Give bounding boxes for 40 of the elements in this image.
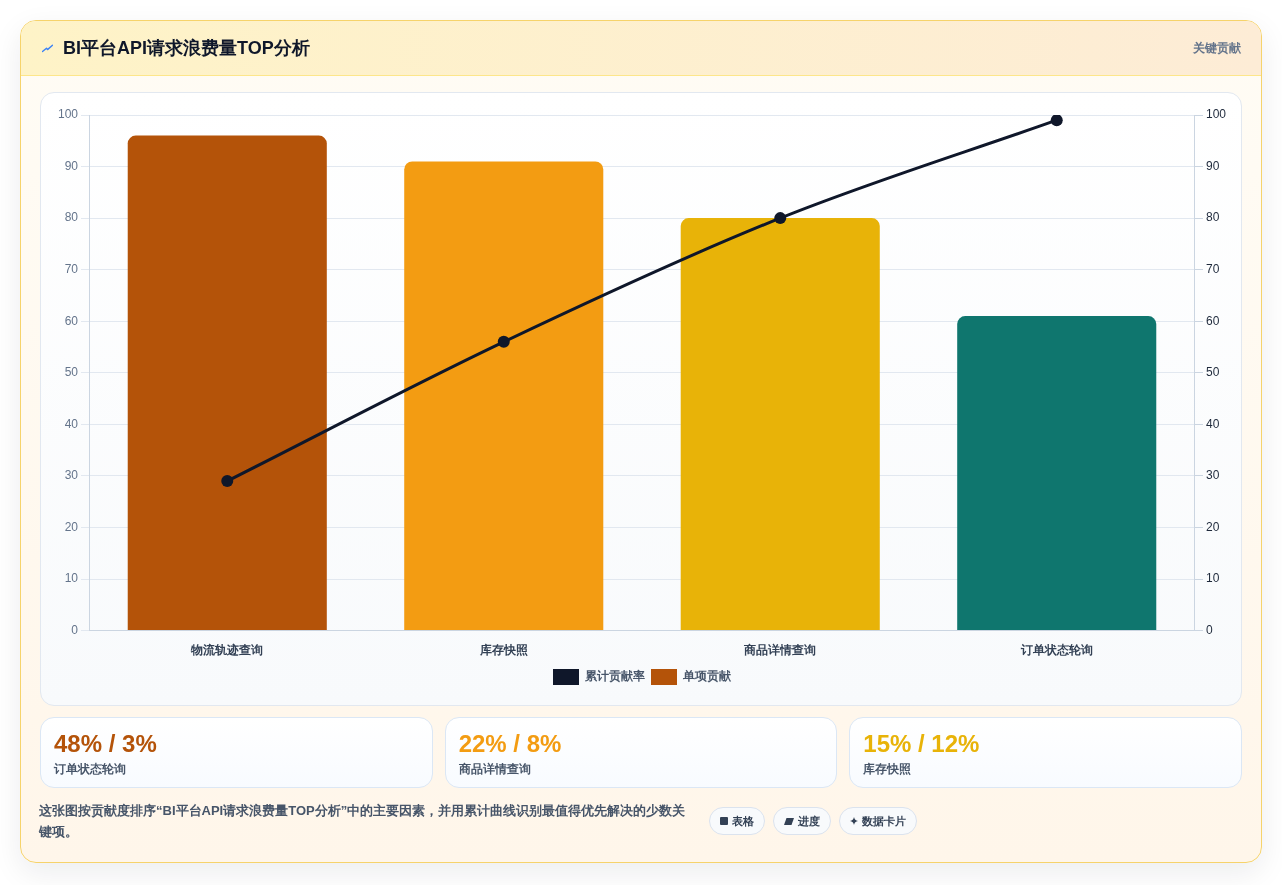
x-tick-label: 物流轨迹查询	[190, 643, 264, 658]
y2-tick-label: 80	[1205, 210, 1220, 225]
text: 订单状态轮询	[54, 761, 127, 778]
y-tick-label: 90	[64, 158, 79, 173]
y2-tick-label: 20	[1205, 519, 1220, 534]
y2-tick-label: 30	[1205, 468, 1220, 483]
text: 库存快照	[863, 761, 913, 778]
y2-tick-label: 10	[1205, 571, 1220, 586]
x-tick-label: 订单状态轮询	[1019, 643, 1093, 658]
x-tick-label: 商品详情查询	[743, 643, 817, 658]
y2-tick-label: 50	[1205, 365, 1220, 380]
text: 数据卡片	[862, 813, 906, 829]
y-tick-label: 10	[64, 571, 79, 586]
y-tick-label: 0	[71, 622, 79, 637]
y-tick-label: 60	[64, 313, 79, 328]
y-tick-label: 20	[64, 519, 79, 534]
text: 22% / 8%	[458, 729, 563, 759]
y2-tick-label: 100	[1205, 107, 1227, 122]
legend-label: 累计贡献率	[584, 669, 645, 684]
text: 15% / 12%	[863, 729, 981, 759]
y2-tick-label: 60	[1205, 313, 1220, 328]
text: 进度	[798, 813, 820, 829]
y-tick-label: 70	[64, 261, 79, 276]
legend-label: 单项贡献	[682, 669, 732, 684]
y-tick-label: 100	[57, 107, 79, 122]
y2-tick-label: 40	[1205, 416, 1220, 431]
y-tick-label: 50	[64, 365, 79, 380]
y2-tick-label: 70	[1205, 261, 1220, 276]
y-tick-label: 80	[64, 210, 79, 225]
text: 商品详情查询	[458, 761, 532, 778]
y-tick-label: 30	[64, 468, 79, 483]
chart-title: BI平台API请求浪费量TOP分析	[63, 37, 310, 60]
x-tick-label: 库存快照	[478, 643, 528, 658]
chart-subtitle: 关键贡献	[1193, 39, 1241, 57]
y2-tick-label: 0	[1205, 622, 1213, 637]
text: 表格	[732, 813, 754, 829]
y-tick-label: 40	[64, 416, 79, 431]
text: 这张图按贡献度排序“BI平台API请求浪费量TOP分析”中的主要因素，并用累计曲线识别最值得优先解决的少数关键项。	[39, 802, 687, 841]
text: 48% / 3%	[54, 729, 158, 759]
y2-tick-label: 90	[1205, 158, 1220, 173]
